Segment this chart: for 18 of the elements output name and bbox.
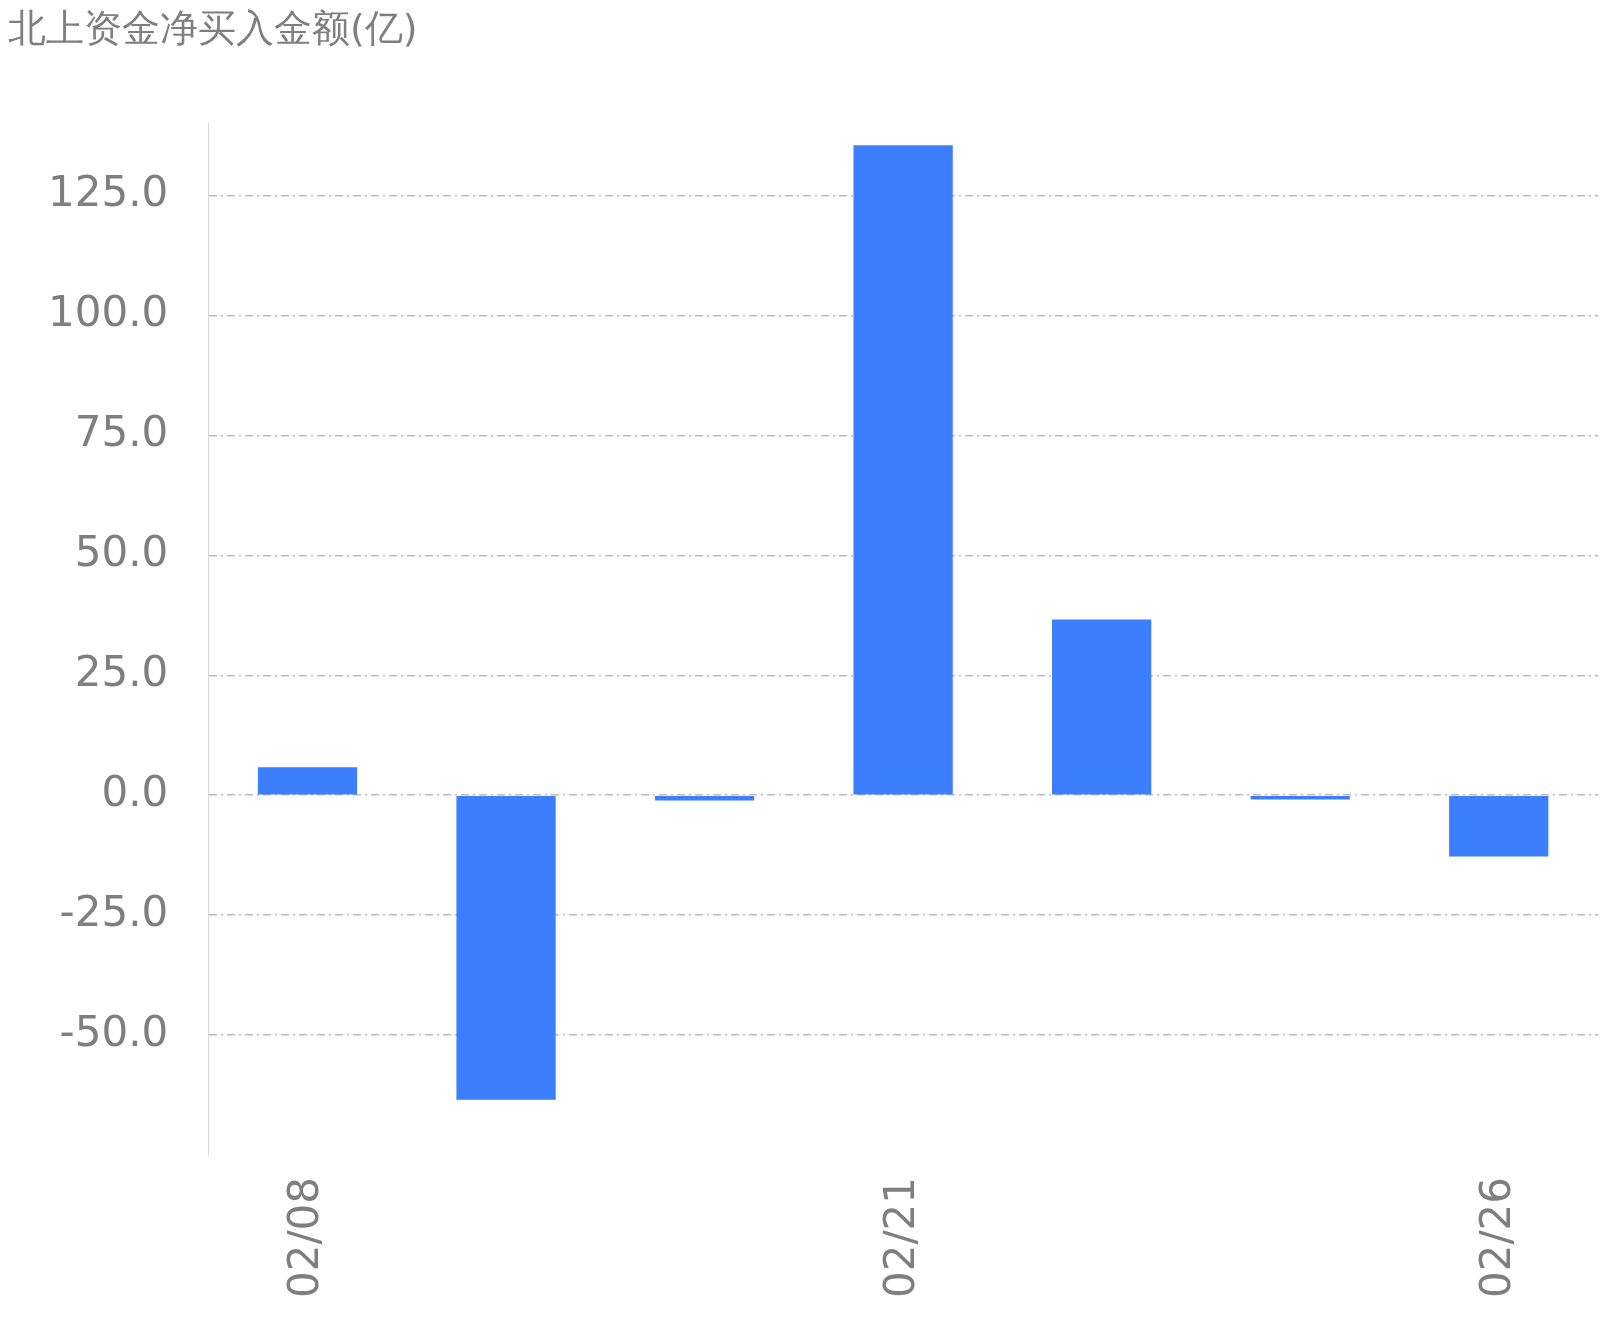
y-tick-label: 50.0 <box>74 527 169 577</box>
x-tick-label: 02/21 <box>875 1176 925 1299</box>
y-tick-label: 125.0 <box>47 167 169 217</box>
y-tick-label: 0.0 <box>101 767 169 817</box>
bar <box>1250 795 1350 800</box>
x-tick-label: 02/26 <box>1470 1176 1520 1299</box>
bar <box>456 795 556 1100</box>
bar <box>1449 795 1549 857</box>
y-tick-label: -25.0 <box>59 887 169 937</box>
x-tick-label: 02/08 <box>279 1176 329 1299</box>
y-tick-label: 75.0 <box>74 407 169 457</box>
bar <box>853 145 953 795</box>
y-tick-label: 100.0 <box>47 287 169 337</box>
y-tick-label: 25.0 <box>74 647 169 697</box>
bar <box>257 767 358 795</box>
y-tick-label: -50.0 <box>59 1006 169 1056</box>
chart-title: 北上资金净买入金额(亿) <box>8 5 418 50</box>
bar <box>1052 619 1152 795</box>
